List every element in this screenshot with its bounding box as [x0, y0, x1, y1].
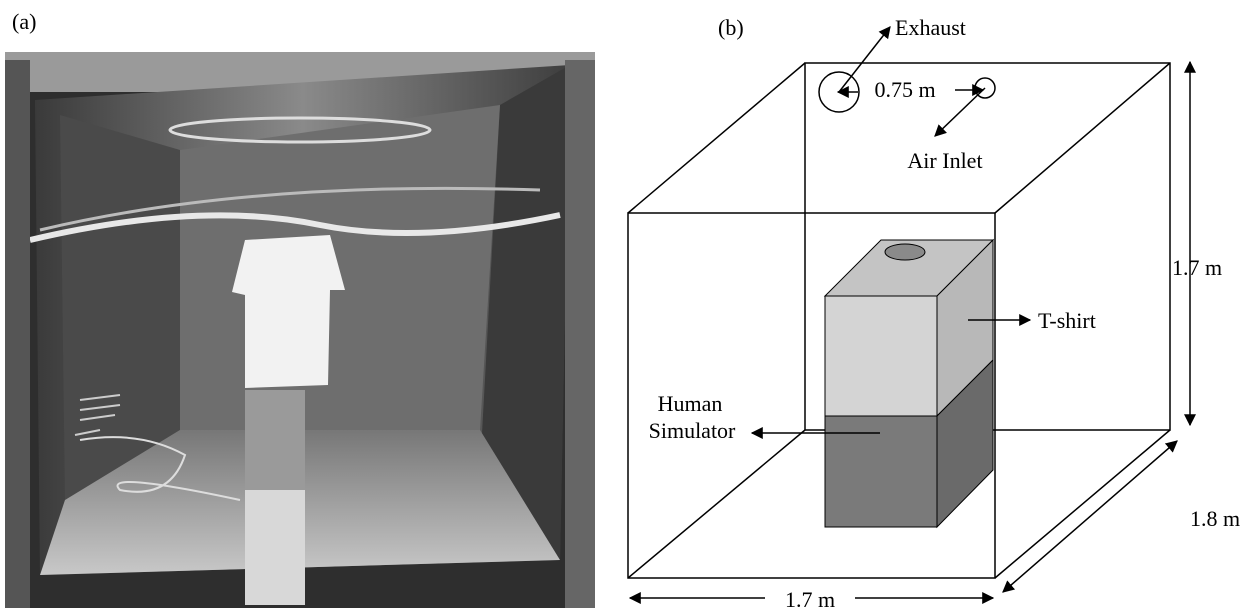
panel-label: (b) — [718, 15, 744, 40]
human-simulator-block — [825, 240, 993, 527]
human-simulator-label: Human — [658, 391, 723, 416]
photo — [5, 52, 595, 608]
human-simulator-label: Simulator — [649, 418, 736, 443]
air-inlet-label: Air Inlet — [907, 148, 982, 173]
height-label: 1.7 m — [1172, 255, 1222, 280]
width-label: 1.7 m — [785, 587, 835, 610]
tshirt-label: T-shirt — [1038, 308, 1096, 333]
exhaust-label: Exhaust — [895, 15, 966, 40]
depth-label: 1.8 m — [1190, 506, 1240, 531]
panel-label: (a) — [12, 9, 36, 34]
spacing-label: 0.75 m — [874, 77, 935, 102]
figure: (a) (b) — [0, 0, 1243, 610]
